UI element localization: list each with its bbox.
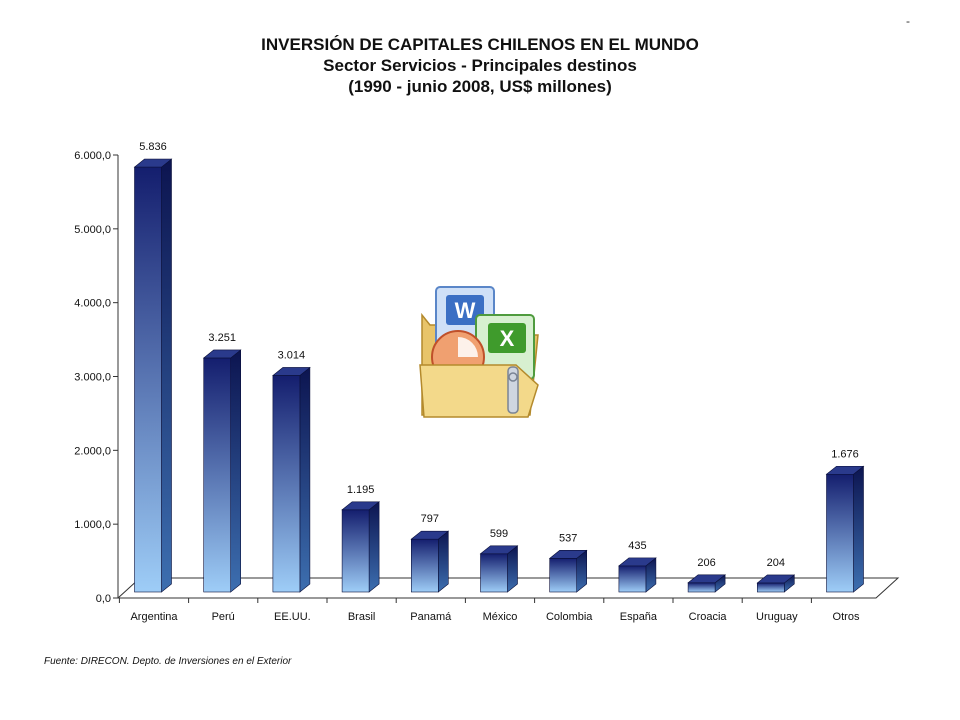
data-label: 537: [559, 532, 577, 544]
bar-front: [134, 166, 162, 593]
bar-top: [548, 550, 588, 559]
chart-subtitle-period: (1990 - junio 2008, US$ millones): [348, 77, 612, 96]
bar-top: [133, 158, 173, 168]
office-suite-icon: W X: [419, 286, 539, 418]
bar-side: [853, 465, 864, 593]
data-label: 797: [421, 513, 439, 525]
x-tick-label: Colombia: [546, 611, 593, 623]
x-tick-label: Argentina: [130, 611, 178, 623]
x-tick-label: Brasil: [348, 611, 376, 623]
zipper-shape: [507, 366, 519, 414]
data-label: 3.014: [278, 349, 306, 361]
data-label: 435: [628, 540, 646, 552]
y-tick-label: 6.000,0: [74, 150, 111, 162]
bar: [133, 158, 173, 593]
bar-front: [203, 357, 231, 593]
bar: [202, 349, 242, 593]
bar-front: [826, 473, 854, 593]
bar: [341, 501, 380, 593]
bar-front: [756, 582, 785, 593]
bar-front: [410, 538, 439, 593]
bar: [548, 549, 588, 593]
bar-front: [341, 509, 370, 593]
y-tick-label: 5.000,0: [74, 224, 111, 236]
bar: [618, 557, 657, 593]
bar: [479, 545, 519, 593]
x-tick-label: España: [620, 611, 658, 623]
svg-text:X: X: [500, 326, 515, 351]
bar-side: [230, 349, 241, 593]
folder-front-shape: [419, 364, 539, 418]
x-tick-label: Uruguay: [756, 611, 798, 623]
svg-text:W: W: [455, 298, 476, 323]
bar-front: [687, 582, 716, 593]
bar-side: [299, 366, 311, 593]
data-label: 206: [697, 557, 715, 569]
corner-mark: -: [906, 14, 910, 28]
bar: [825, 465, 865, 593]
bar-front: [618, 565, 647, 593]
bar: [410, 530, 450, 593]
y-tick-label: 4.000,0: [74, 298, 111, 310]
bar-top: [687, 574, 726, 584]
bar-top: [479, 545, 519, 555]
bar-top: [756, 574, 796, 584]
y-tick-label: 1.000,0: [74, 519, 111, 531]
data-label: 1.676: [831, 448, 859, 460]
bar-side: [161, 158, 172, 593]
bar: [687, 574, 726, 593]
bar-top: [341, 501, 380, 511]
data-label: 3.251: [208, 332, 236, 344]
bar: [272, 366, 311, 593]
x-tick-label: Croacia: [689, 611, 728, 623]
bar-front: [272, 375, 301, 593]
bar-top: [618, 557, 657, 567]
bar: [756, 574, 796, 593]
data-label: 5.836: [139, 141, 167, 153]
data-label: 1.195: [347, 484, 375, 496]
y-tick-label: 2.000,0: [74, 445, 111, 457]
bar-side: [438, 530, 449, 593]
x-tick-label: EE.UU.: [274, 611, 311, 623]
x-tick-label: Otros: [833, 611, 860, 623]
x-tick-label: Panamá: [410, 611, 452, 623]
data-label: 599: [490, 528, 508, 540]
word-logo-shape: [446, 295, 484, 325]
bar-top: [202, 349, 242, 359]
chart-title-block: INVERSIÓN DE CAPITALES CHILENOS EN EL MU…: [0, 34, 960, 97]
bar-front: [480, 553, 508, 593]
y-tick-label: 0,0: [96, 593, 111, 605]
bar-side: [368, 501, 380, 593]
source-note: Fuente: DIRECON. Depto. de Inversiones e…: [44, 656, 292, 667]
excel-logo-shape: [488, 323, 526, 353]
x-tick-label: Perú: [212, 611, 235, 623]
bar-front: [549, 558, 578, 593]
bar-top: [410, 530, 450, 540]
chart-subtitle: Sector Servicios - Principales destinos: [323, 56, 637, 75]
chart-title: INVERSIÓN DE CAPITALES CHILENOS EN EL MU…: [261, 35, 699, 54]
bar-top: [825, 465, 865, 475]
x-tick-label: México: [483, 611, 518, 623]
data-label: 204: [767, 557, 785, 569]
bar-top: [272, 367, 311, 376]
y-tick-label: 3.000,0: [74, 372, 111, 384]
